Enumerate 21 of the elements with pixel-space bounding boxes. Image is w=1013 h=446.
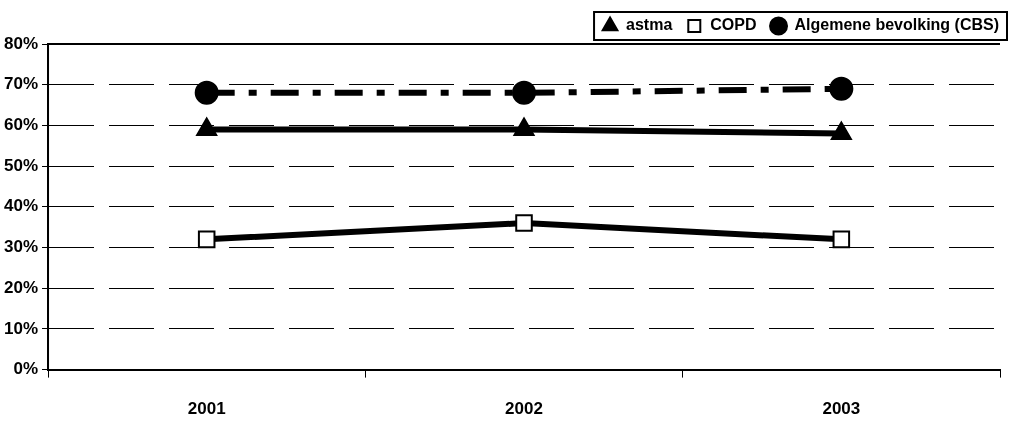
point [832,230,851,249]
point [829,76,854,101]
point [194,80,219,105]
x-tick-label: 2001 [187,399,226,419]
y-tick-label: 10% [3,318,39,338]
y-tick-label: 80% [3,33,39,53]
point [197,230,216,249]
y-tick-label: 70% [3,74,39,94]
legend-label: astma [626,16,673,34]
legend-label: COPD [710,16,757,34]
x-tick-label: 2002 [505,399,543,419]
y-tick-label: 60% [3,115,39,135]
legend-label: Algemene bevolking (CBS) [794,16,1000,34]
y-tick-label: 40% [3,196,39,216]
y-tick-label: 30% [3,237,39,257]
y-tick-label: 20% [3,277,39,297]
y-tick-label: 50% [3,155,39,175]
point [512,80,537,105]
point [515,214,533,232]
x-tick-label: 2003 [822,399,861,419]
y-tick-label: 0% [13,359,39,379]
